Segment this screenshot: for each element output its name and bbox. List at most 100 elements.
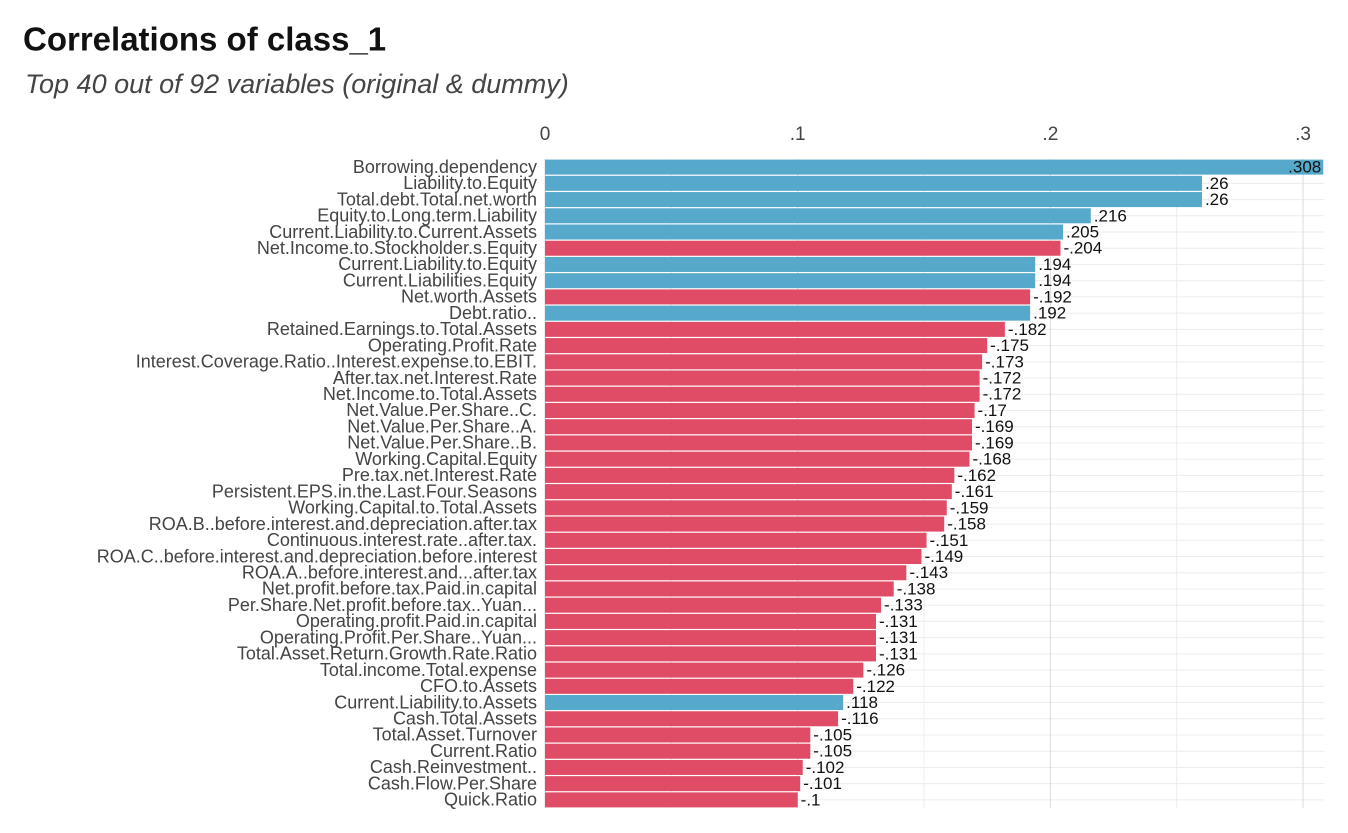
value-label: .118 xyxy=(846,693,878,712)
value-label: .194 xyxy=(1038,271,1071,290)
category-label: Retained.Earnings.to.Total.Assets xyxy=(267,319,537,339)
bar xyxy=(545,500,947,516)
bar xyxy=(545,711,839,727)
category-label: Operating.Profit.Rate xyxy=(368,335,537,355)
bar xyxy=(545,224,1063,240)
category-label: Total.Asset.Turnover xyxy=(373,725,537,745)
bar xyxy=(545,516,945,532)
bar xyxy=(545,581,894,597)
bar xyxy=(545,759,803,775)
x-tick-label: .2 xyxy=(1042,124,1058,145)
category-label: Working.Capital.Equity xyxy=(355,449,537,469)
category-label: Debt.ratio.. xyxy=(449,303,537,323)
value-label: -.131 xyxy=(879,644,918,663)
value-label: -.158 xyxy=(947,515,986,534)
value-label: -.151 xyxy=(930,531,969,550)
value-label: .194 xyxy=(1038,255,1071,274)
bar xyxy=(545,565,907,581)
bar xyxy=(545,549,922,565)
category-label: Continuous.interest.rate..after.tax. xyxy=(267,530,537,550)
value-label: -.161 xyxy=(955,482,994,501)
chart-subtitle: Top 40 out of 92 variables (original & d… xyxy=(25,69,569,99)
category-label: Total.income.Total.expense xyxy=(320,660,537,680)
category-label: Net.worth.Assets xyxy=(401,287,537,307)
category-label: Pre.tax.net.Interest.Rate xyxy=(342,465,537,485)
category-label: Liability.to.Equity xyxy=(403,173,537,193)
value-label: -.133 xyxy=(884,596,923,615)
bar xyxy=(545,792,798,808)
category-label: Cash.Reinvestment.. xyxy=(370,757,537,777)
category-label: Net.Value.Per.Share..B. xyxy=(347,433,537,453)
bar xyxy=(545,695,844,711)
bar xyxy=(545,386,980,402)
bar xyxy=(545,435,973,451)
bar xyxy=(545,484,952,500)
category-label: After.tax.net.Interest.Rate xyxy=(333,368,537,388)
value-label: -.182 xyxy=(1008,320,1047,339)
category-label: Net.Value.Per.Share..C. xyxy=(346,400,537,420)
value-label: -.204 xyxy=(1063,239,1102,258)
bar xyxy=(545,646,877,662)
bar xyxy=(545,597,882,613)
category-label: Operating.profit.Paid.in.capital xyxy=(296,611,537,631)
category-label: ROA.B..before.interest.and.depreciation.… xyxy=(149,514,537,534)
value-label: -.105 xyxy=(813,725,852,744)
bar xyxy=(545,630,877,646)
value-label: .308 xyxy=(1288,158,1321,177)
category-label: ROA.A..before.interest.and...after.tax xyxy=(242,562,537,582)
value-label: -.168 xyxy=(972,450,1011,469)
bar xyxy=(545,175,1202,191)
value-label: .205 xyxy=(1066,222,1099,241)
category-label: Working.Capital.to.Total.Assets xyxy=(288,498,537,518)
bar xyxy=(545,402,975,418)
value-label: -.101 xyxy=(803,774,842,793)
value-label: -.131 xyxy=(879,612,918,631)
value-label: -.102 xyxy=(806,758,845,777)
value-label: -.172 xyxy=(983,369,1022,388)
category-label: Equity.to.Long.term.Liability xyxy=(317,206,537,226)
bar xyxy=(545,727,811,743)
value-label: -.169 xyxy=(975,417,1014,436)
value-label: .216 xyxy=(1094,206,1127,225)
value-label: -.159 xyxy=(950,498,989,517)
value-label: -.173 xyxy=(985,352,1024,371)
x-tick-label: 0 xyxy=(540,124,551,145)
bar xyxy=(545,256,1036,272)
category-label: Current.Liabilities.Equity xyxy=(343,270,537,290)
value-label: -.172 xyxy=(983,385,1022,404)
value-label: -.17 xyxy=(978,401,1007,420)
category-label: Quick.Ratio xyxy=(444,790,537,810)
category-label: Cash.Flow.Per.Share xyxy=(368,773,537,793)
bar xyxy=(545,354,983,370)
value-label: -.105 xyxy=(813,742,852,761)
bar xyxy=(545,273,1036,289)
bar xyxy=(545,159,1324,175)
bar xyxy=(545,338,988,354)
value-label: -.1 xyxy=(801,790,821,809)
value-label: -.169 xyxy=(975,433,1014,452)
category-label: Net.Income.to.Stockholder.s.Equity xyxy=(257,238,537,258)
value-label: -.126 xyxy=(866,661,905,680)
value-label: -.162 xyxy=(957,466,996,485)
bar xyxy=(545,208,1091,224)
bar xyxy=(545,240,1061,256)
value-label: -.149 xyxy=(924,547,963,566)
value-label: .192 xyxy=(1033,304,1066,323)
value-label: -.122 xyxy=(856,677,895,696)
value-label: -.192 xyxy=(1033,287,1072,306)
chart-title: Correlations of class_1 xyxy=(23,21,386,58)
category-label: Cash.Total.Assets xyxy=(393,709,537,729)
x-tick-label: .1 xyxy=(790,124,806,145)
category-label: Net.profit.before.tax.Paid.in.capital xyxy=(262,579,537,599)
bar xyxy=(545,743,811,759)
category-label: Operating.Profit.Per.Share..Yuan... xyxy=(260,627,537,647)
category-label: CFO.to.Assets xyxy=(420,676,537,696)
category-label: Current.Liability.to.Assets xyxy=(334,692,537,712)
bar xyxy=(545,419,973,435)
category-label: Current.Liability.to.Current.Assets xyxy=(269,222,537,242)
bar xyxy=(545,467,955,483)
bar xyxy=(545,321,1005,337)
bar xyxy=(545,776,801,792)
value-label: .26 xyxy=(1205,174,1229,193)
category-label: Current.Liability.to.Equity xyxy=(338,254,537,274)
